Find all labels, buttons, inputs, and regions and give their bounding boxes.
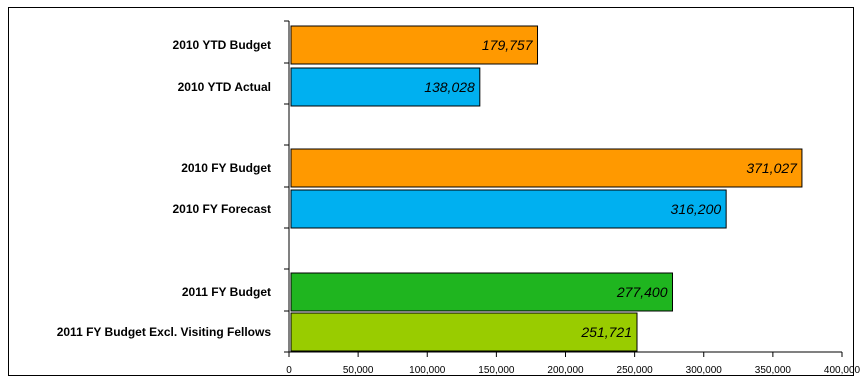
- bar-value-label-3: 316,200: [671, 201, 722, 217]
- x-tick-label-5: 250,000: [617, 365, 654, 376]
- x-tick-label-0: 0: [286, 365, 292, 376]
- bar-0: [290, 25, 539, 65]
- category-label-2: 2010 FY Budget: [181, 161, 271, 175]
- bar-value-label-2: 371,027: [746, 160, 798, 176]
- chart-frame: [8, 7, 854, 376]
- x-tick-label-6: 300,000: [686, 365, 723, 376]
- x-tick-label-1: 50,000: [343, 365, 374, 376]
- bar-1: [290, 67, 481, 107]
- x-tick-label-8: 400,000: [824, 365, 861, 376]
- x-tick-label-7: 350,000: [755, 365, 792, 376]
- category-label-3: 2010 FY Forecast: [172, 202, 271, 216]
- x-tick-label-3: 150,000: [478, 365, 515, 376]
- category-label-1: 2010 YTD Actual: [178, 80, 271, 94]
- bar-value-label-0: 179,757: [482, 37, 534, 53]
- bar-value-label-4: 277,400: [616, 284, 668, 300]
- bar-2: [290, 148, 803, 188]
- category-label-0: 2010 YTD Budget: [173, 38, 271, 52]
- x-tick-label-4: 200,000: [547, 365, 584, 376]
- bar-3: [290, 189, 727, 229]
- bar-value-label-5: 251,721: [580, 324, 632, 340]
- category-label-4: 2011 FY Budget: [182, 285, 271, 299]
- category-label-5: 2011 FY Budget Excl. Visiting Fellows: [57, 325, 272, 339]
- bar-4: [290, 272, 674, 312]
- bar-5: [290, 312, 638, 352]
- x-tick-label-2: 100,000: [409, 365, 446, 376]
- bar-value-label-1: 138,028: [424, 79, 475, 95]
